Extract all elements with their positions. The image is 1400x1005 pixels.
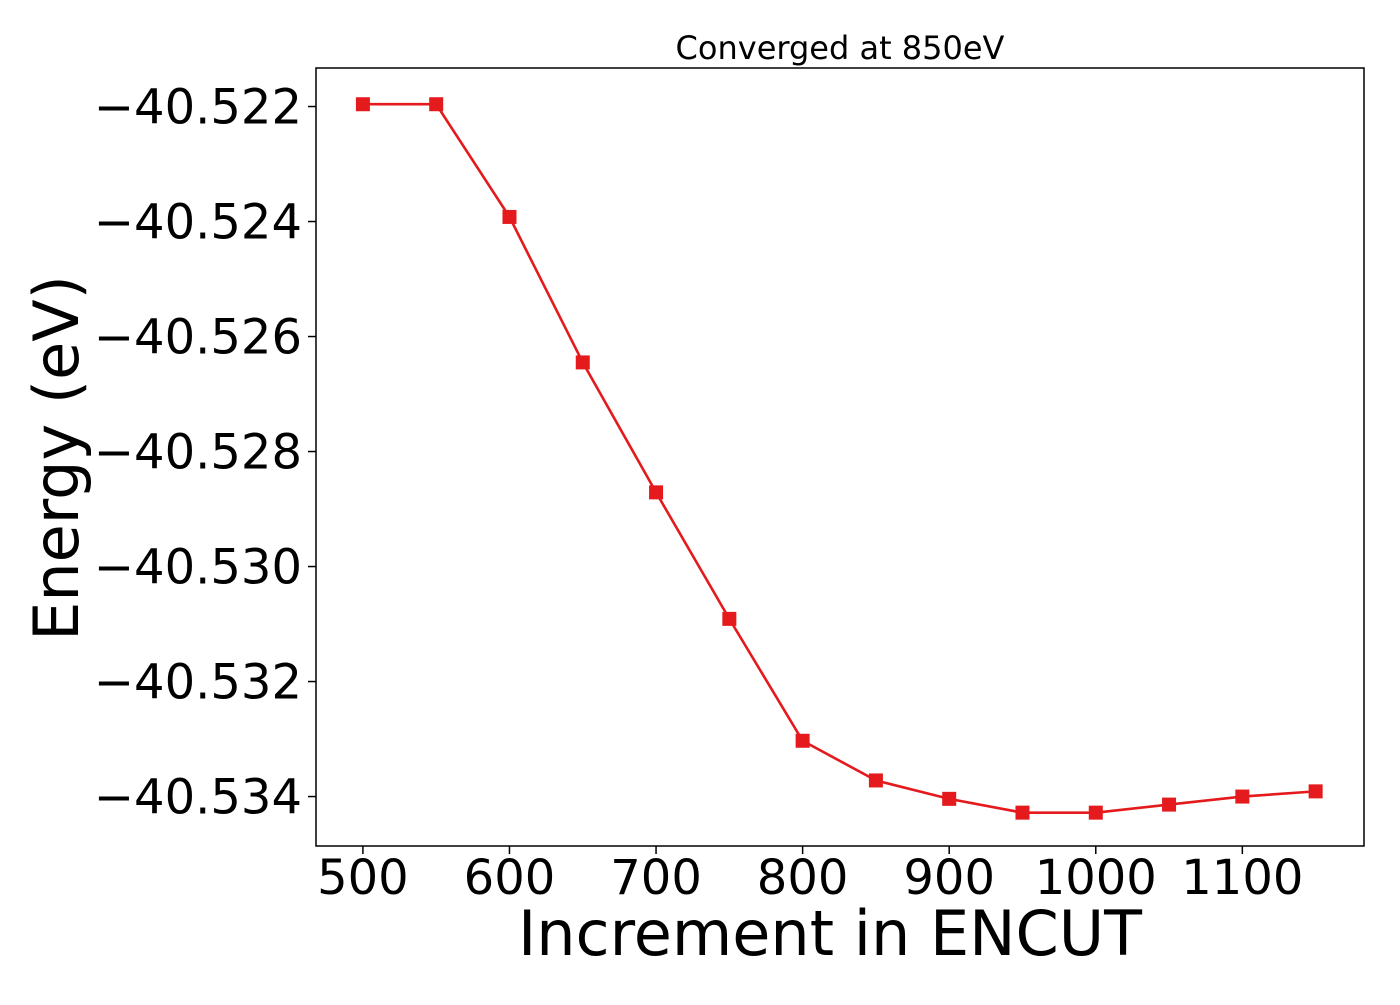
y-tick-label: −40.524 xyxy=(94,195,302,251)
y-tick-label: −40.522 xyxy=(94,80,302,136)
x-tick-label: 600 xyxy=(464,850,556,906)
x-tick-label: 700 xyxy=(610,850,702,906)
data-point-marker xyxy=(355,97,370,112)
y-tick-label: −40.532 xyxy=(94,655,302,711)
y-tick-label: −40.534 xyxy=(94,770,302,826)
x-tick-label: 1000 xyxy=(1035,850,1157,906)
x-tick-label: 900 xyxy=(903,850,995,906)
data-point-marker xyxy=(502,209,517,224)
data-point-marker xyxy=(795,733,810,748)
x-axis-label: Increment in ENCUT xyxy=(518,897,1143,970)
chart-title: Converged at 850eV xyxy=(676,29,1005,67)
x-tick-label: 800 xyxy=(757,850,849,906)
y-tick-label: −40.526 xyxy=(94,310,302,366)
data-point-marker xyxy=(722,611,737,626)
y-axis-label: Energy (eV) xyxy=(20,275,93,641)
data-point-marker xyxy=(1235,789,1250,804)
data-point-marker xyxy=(649,485,664,500)
data-point-marker xyxy=(1308,784,1323,799)
x-tick-label: 1100 xyxy=(1181,850,1303,906)
data-point-marker xyxy=(868,773,883,788)
data-point-marker xyxy=(1015,805,1030,820)
plot-frame xyxy=(315,67,1365,847)
data-point-marker xyxy=(1088,805,1103,820)
y-tick-label: −40.530 xyxy=(94,540,302,596)
data-point-marker xyxy=(942,791,957,806)
y-tick-label: −40.528 xyxy=(94,425,302,481)
x-tick-label: 500 xyxy=(317,850,409,906)
data-point-marker xyxy=(1162,797,1177,812)
data-point-marker xyxy=(575,355,590,370)
data-point-marker xyxy=(429,97,444,112)
series-line xyxy=(362,102,1316,814)
